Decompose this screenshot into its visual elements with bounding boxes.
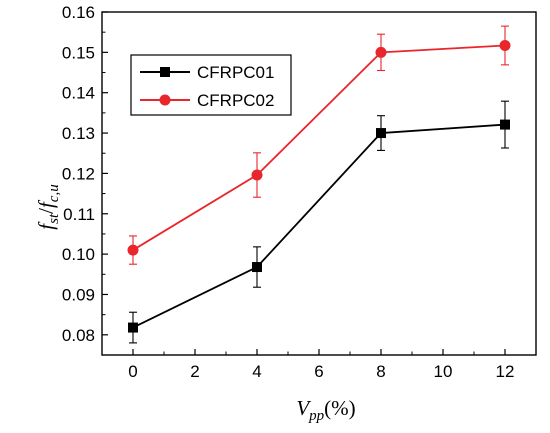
x-tick-label: 10 xyxy=(434,362,453,381)
data-point-cfrpc01 xyxy=(376,128,386,139)
y-axis-title: fst/fc,u xyxy=(34,184,62,229)
data-point-cfrpc02 xyxy=(251,169,263,181)
data-point-cfrpc02 xyxy=(499,39,511,51)
data-point-cfrpc01 xyxy=(500,119,510,130)
x-axis-title: Vpp(%) xyxy=(296,396,355,424)
data-point-cfrpc02 xyxy=(375,46,387,58)
y-tick-label: 0.12 xyxy=(62,164,95,183)
y-tick-label: 0.11 xyxy=(63,205,95,224)
plot-area: 0 2 4 6 8 10 12 0.08 0.09 0.10 0.11 0.12 0.13 0.14 0.1… xyxy=(62,3,537,381)
x-tick-label: 6 xyxy=(314,362,323,381)
x-tick-label: 2 xyxy=(190,362,199,381)
y-tick-label: 0.08 xyxy=(62,326,95,345)
data-point-cfrpc01 xyxy=(128,322,138,333)
data-point-cfrpc01 xyxy=(252,262,262,273)
y-tick-label: 0.10 xyxy=(62,245,95,264)
x-tick-label: 4 xyxy=(252,362,261,381)
legend: CFRPC01 CFRPC02 xyxy=(130,54,292,116)
series-line-cfrpc01 xyxy=(132,123,506,329)
y-tick-label: 0.16 xyxy=(62,3,95,22)
data-point-cfrpc02 xyxy=(127,244,139,256)
y-tick-label: 0.15 xyxy=(62,43,95,62)
legend-marker-cfrpc01 xyxy=(160,67,170,77)
y-tick-label: 0.09 xyxy=(62,285,95,304)
x-tick-label: 0 xyxy=(128,362,137,381)
x-tick-label: 12 xyxy=(496,362,515,381)
legend-marker-cfrpc02 xyxy=(159,94,171,106)
series-line-cfrpc02 xyxy=(132,44,506,251)
y-tick-label: 0.14 xyxy=(62,84,95,103)
y-tick-label: 0.13 xyxy=(62,124,95,143)
legend-box xyxy=(130,54,292,116)
legend-label-cfrpc01: CFRPC01 xyxy=(197,63,274,82)
legend-label-cfrpc02: CFRPC02 xyxy=(197,91,274,110)
x-tick-label: 8 xyxy=(376,362,385,381)
